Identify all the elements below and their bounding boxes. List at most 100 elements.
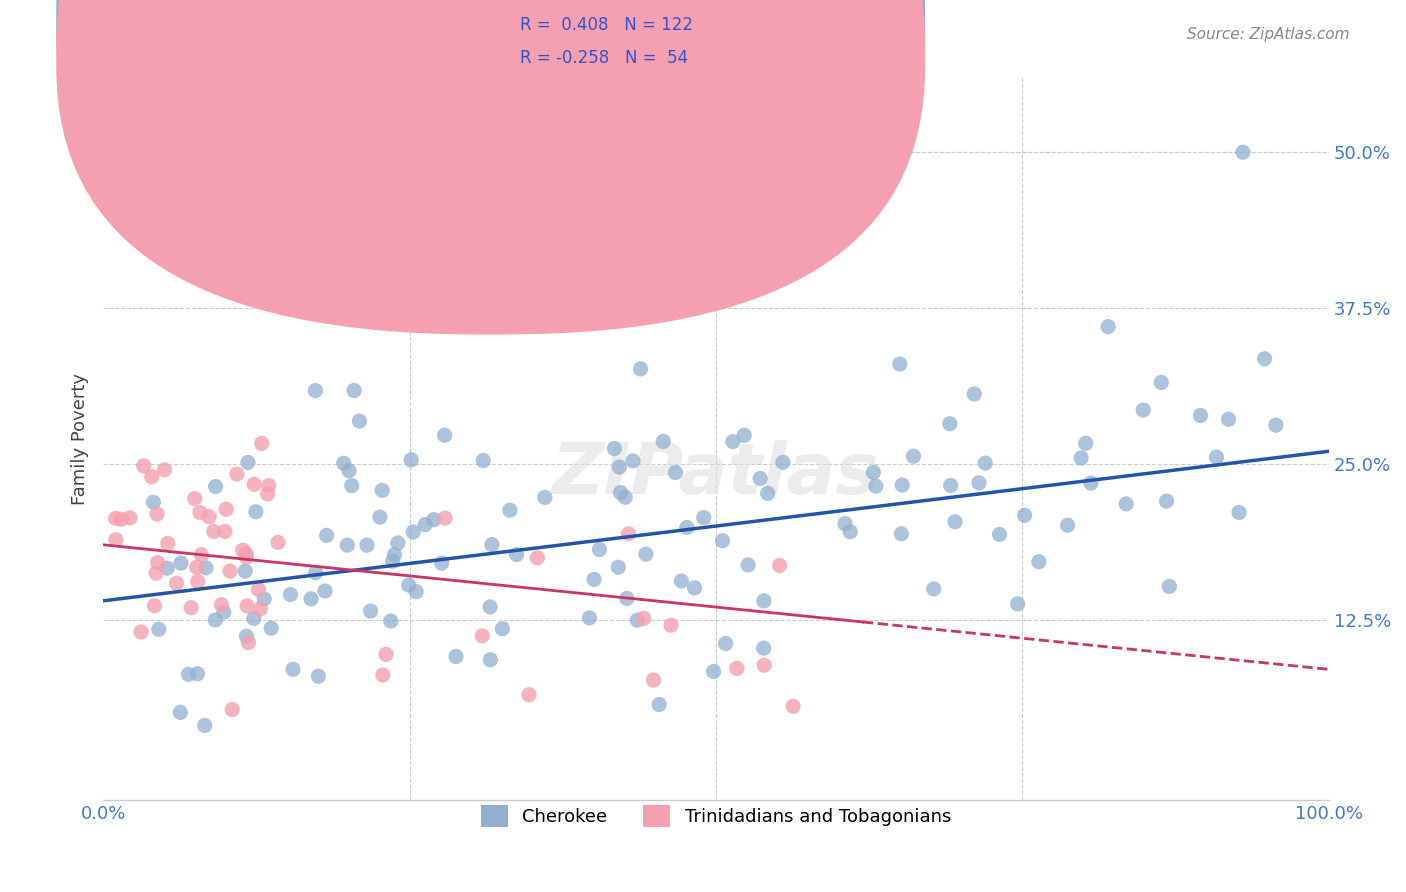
Cherokee [1080,476,1102,491]
Cherokee [1150,376,1173,390]
Trinidadians and Tobagonians [145,566,167,580]
Trinidadians and Tobagonians [215,502,238,516]
Cherokee [752,594,775,608]
Trinidadians and Tobagonians [226,467,249,481]
Cherokee [693,510,716,524]
Trinidadians and Tobagonians [202,524,225,539]
Trinidadians and Tobagonians [267,535,290,549]
Trinidadians and Tobagonians [782,699,804,714]
Trinidadians and Tobagonians [256,487,278,501]
Trinidadians and Tobagonians [166,576,188,591]
Cherokee [630,362,652,376]
Cherokee [142,495,165,509]
Cherokee [398,578,420,592]
Cherokee [714,636,737,650]
Cherokee [314,583,336,598]
Cherokee [479,653,502,667]
Cherokee [243,611,266,625]
Cherokee [1253,351,1275,366]
Trinidadians and Tobagonians [209,598,232,612]
Cherokee [405,584,427,599]
Cherokee [834,516,856,531]
Cherokee [356,538,378,552]
Trinidadians and Tobagonians [617,526,640,541]
Cherokee [204,479,226,493]
Cherokee [148,622,170,636]
Trinidadians and Tobagonians [198,509,221,524]
Cherokee [384,548,406,562]
Cherokee [754,244,776,259]
Cherokee [621,454,644,468]
Cherokee [233,564,256,578]
Cherokee [737,558,759,572]
Text: R = -0.258   N =  54: R = -0.258 N = 54 [520,49,689,67]
Cherokee [170,556,193,570]
Cherokee [603,442,626,456]
Cherokee [664,466,686,480]
Cherokee [281,662,304,676]
Trinidadians and Tobagonians [633,611,655,625]
Cherokee [1074,436,1097,450]
Cherokee [337,464,360,478]
Cherokee [177,667,200,681]
Cherokee [616,591,638,606]
Cherokee [402,524,425,539]
Cherokee [156,561,179,575]
Cherokee [304,384,326,398]
Cherokee [634,547,657,561]
Trinidadians and Tobagonians [769,558,792,573]
Trinidadians and Tobagonians [725,661,748,675]
Cherokee [413,517,436,532]
Trinidadians and Tobagonians [238,635,260,649]
Trinidadians and Tobagonians [236,599,259,613]
Trinidadians and Tobagonians [643,673,665,688]
Cherokee [583,573,606,587]
Y-axis label: Family Poverty: Family Poverty [72,373,89,505]
Cherokee [332,456,354,470]
Trinidadians and Tobagonians [434,511,457,525]
Cherokee [1156,494,1178,508]
Cherokee [236,455,259,469]
Cherokee [360,604,382,618]
Cherokee [505,548,527,562]
Trinidadians and Tobagonians [190,548,212,562]
Cherokee [315,528,337,542]
Cherokee [749,471,772,485]
Trinidadians and Tobagonians [188,506,211,520]
Cherokee [280,588,302,602]
Cherokee [299,591,322,606]
Cherokee [939,478,962,492]
Trinidadians and Tobagonians [221,702,243,716]
Trinidadians and Tobagonians [659,618,682,632]
Trinidadians and Tobagonians [232,543,254,558]
Cherokee [890,526,912,541]
Cherokee [204,613,226,627]
Cherokee [1115,497,1137,511]
Cherokee [588,542,610,557]
Cherokee [1232,145,1254,160]
Cherokee [499,503,522,517]
Cherokee [943,515,966,529]
Cherokee [169,706,191,720]
Cherokee [578,611,600,625]
Trinidadians and Tobagonians [257,478,280,492]
Cherokee [626,613,648,627]
Cherokee [186,666,208,681]
Cherokee [963,387,986,401]
Trinidadians and Tobagonians [129,624,152,639]
Cherokee [194,718,217,732]
Cherokee [260,621,283,635]
Trinidadians and Tobagonians [214,524,236,539]
Trinidadians and Tobagonians [118,511,141,525]
Cherokee [721,434,744,449]
Cherokee [195,561,218,575]
Trinidadians and Tobagonians [110,512,132,526]
Cherokee [368,510,391,524]
Trinidadians and Tobagonians [143,599,166,613]
Trinidadians and Tobagonians [104,533,127,547]
Trinidadians and Tobagonians [187,574,209,589]
Cherokee [1007,597,1029,611]
Trinidadians and Tobagonians [247,582,270,597]
Text: ZIPatlas: ZIPatlas [553,441,880,509]
Trinidadians and Tobagonians [235,547,257,561]
